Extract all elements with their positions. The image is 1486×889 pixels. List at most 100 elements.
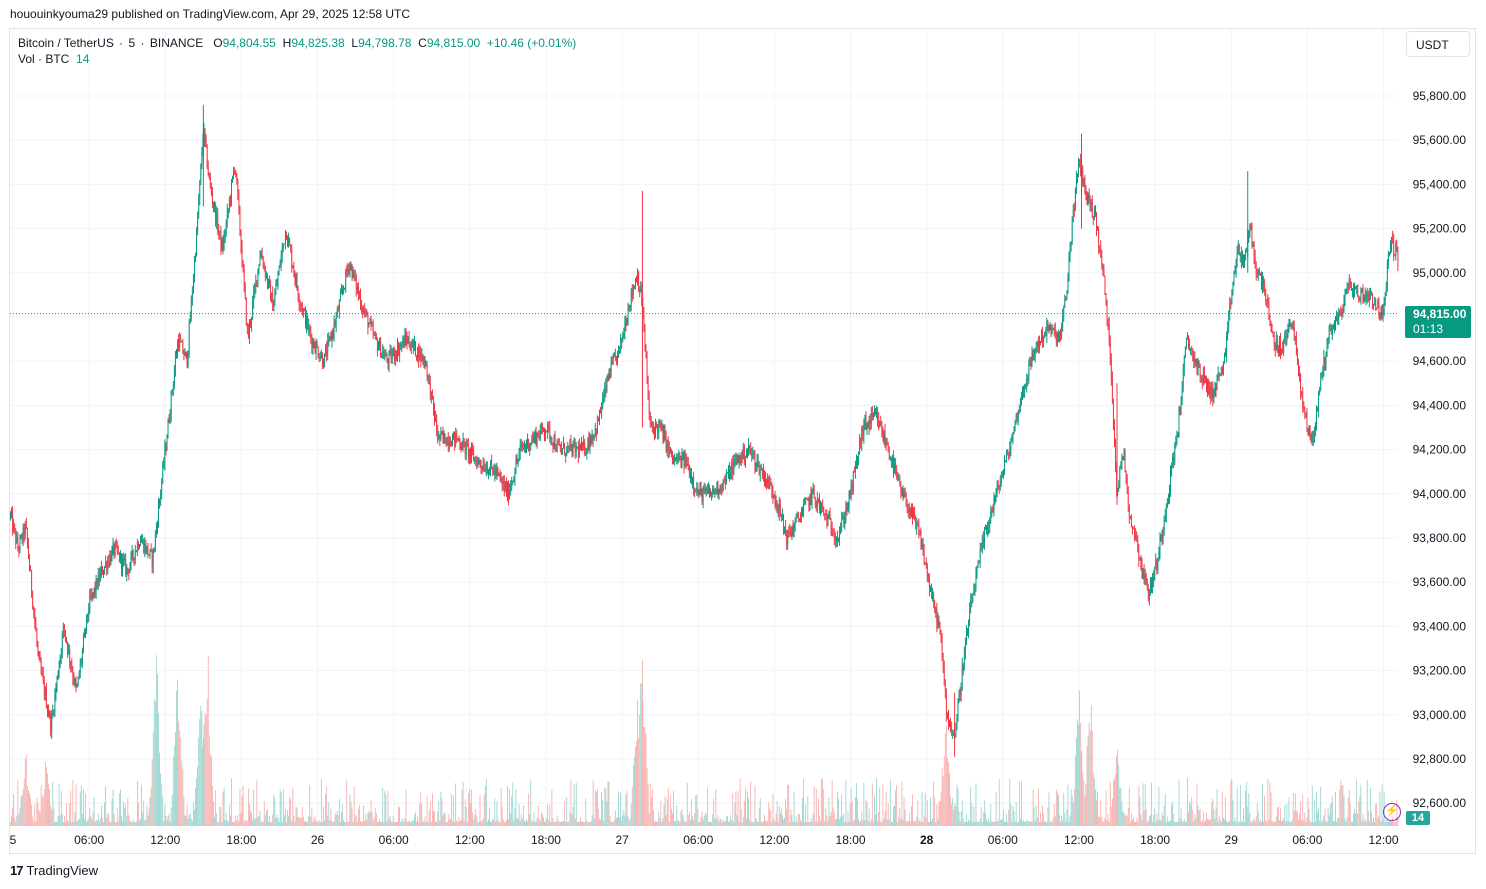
candle-body [1088, 193, 1090, 203]
volume-bar [937, 819, 939, 826]
volume-bar [701, 811, 703, 826]
candle-body [565, 454, 567, 456]
volume-bar [677, 820, 679, 826]
candle-body [15, 529, 17, 544]
candle-body [335, 316, 337, 325]
candle-body [122, 558, 123, 569]
volume-bar [1026, 819, 1028, 826]
candle-body [1134, 527, 1135, 538]
volume-bar [895, 790, 896, 826]
volume-bar [1255, 816, 1257, 826]
volume-bar [533, 812, 535, 826]
volume-bar [694, 813, 696, 826]
tradingview-brand[interactable]: 17 TradingView [10, 863, 98, 878]
volume-bar [731, 820, 733, 826]
symbol-legend[interactable]: Bitcoin / TetherUS · 5 · BINANCE O94,804… [18, 35, 576, 51]
volume-bar [1083, 780, 1085, 826]
volume-bar [592, 780, 594, 826]
volume-bar [16, 815, 18, 826]
candle-body [785, 526, 787, 536]
candle-body [720, 485, 722, 489]
time-tick-label: 12:00 [1064, 833, 1094, 847]
volume-bar [541, 814, 543, 826]
volume-bar [390, 821, 392, 826]
candle-body [527, 438, 528, 447]
volume-bar [514, 808, 516, 826]
candle-body [1218, 374, 1220, 376]
volume-bar [914, 820, 916, 826]
volume-bar [862, 819, 864, 826]
candle-body [220, 230, 222, 249]
candle-body [537, 432, 539, 437]
candle-body [409, 345, 411, 350]
volume-bar [899, 808, 901, 826]
volume-bar [630, 804, 632, 826]
candle-body [1029, 364, 1031, 366]
candle-body [83, 637, 84, 651]
candle-body [524, 445, 525, 449]
candle-body [70, 661, 72, 666]
volume-bar [1104, 817, 1106, 826]
volume-bar [39, 812, 41, 826]
candle-body [864, 418, 866, 423]
volume-bar [752, 821, 754, 826]
candle-body [1073, 209, 1075, 211]
volume-bar [1316, 791, 1317, 826]
volume-bar [406, 821, 408, 826]
volume-bar [1389, 819, 1390, 826]
candle-body [433, 396, 434, 409]
volume-bar [99, 818, 101, 826]
volume-bar [314, 816, 316, 826]
candle-body [49, 713, 50, 716]
price-tick-label: 95,400.00 [1413, 177, 1467, 191]
volume-bar [322, 821, 323, 826]
candle-body [1357, 286, 1359, 297]
volume-bar [187, 818, 189, 826]
volume-bar [1173, 813, 1175, 826]
volume-bar [307, 821, 309, 826]
candle-body [594, 428, 596, 435]
volume-bar [1120, 787, 1122, 826]
volume-legend[interactable]: Vol · BTC 14 [18, 51, 89, 67]
volume-bar [382, 787, 384, 826]
candle-body [528, 438, 530, 451]
volume-bar [816, 821, 818, 826]
candle-body [1343, 299, 1345, 312]
candle-body [624, 322, 626, 333]
volume-bar [909, 821, 911, 826]
candle-body [403, 338, 405, 348]
candle-body [40, 662, 42, 672]
candle-body [225, 222, 227, 234]
candle-body [742, 446, 744, 460]
volume-bar [705, 814, 707, 826]
volume-bar [963, 821, 965, 826]
volume-bar [849, 803, 851, 826]
candle-body [541, 424, 543, 429]
candle-body [517, 459, 519, 462]
candle-body [279, 265, 281, 267]
candle-body [1023, 386, 1024, 391]
volume-bar [326, 786, 328, 826]
candle-body [1290, 324, 1292, 326]
price-tick-label: 94,200.00 [1413, 443, 1467, 457]
candle-body [700, 487, 702, 490]
candle-body [667, 440, 669, 452]
candle-body [183, 353, 185, 356]
candle-body [1286, 332, 1288, 340]
candle-body [497, 469, 499, 473]
volume-bar [809, 822, 811, 826]
currency-button[interactable]: USDT [1406, 31, 1470, 57]
volume-bar [871, 783, 873, 826]
volume-bar [483, 794, 485, 826]
volume-bar [1381, 784, 1383, 826]
volume-bar [989, 821, 991, 826]
lightning-icon[interactable]: ⚡ [1383, 803, 1401, 821]
candle-body [348, 268, 350, 271]
volume-bar [410, 821, 412, 826]
candle-body [1025, 386, 1027, 389]
candle-body [980, 549, 982, 551]
candle-body [145, 543, 147, 553]
volume-bar [139, 820, 140, 826]
candle-body [81, 650, 83, 662]
